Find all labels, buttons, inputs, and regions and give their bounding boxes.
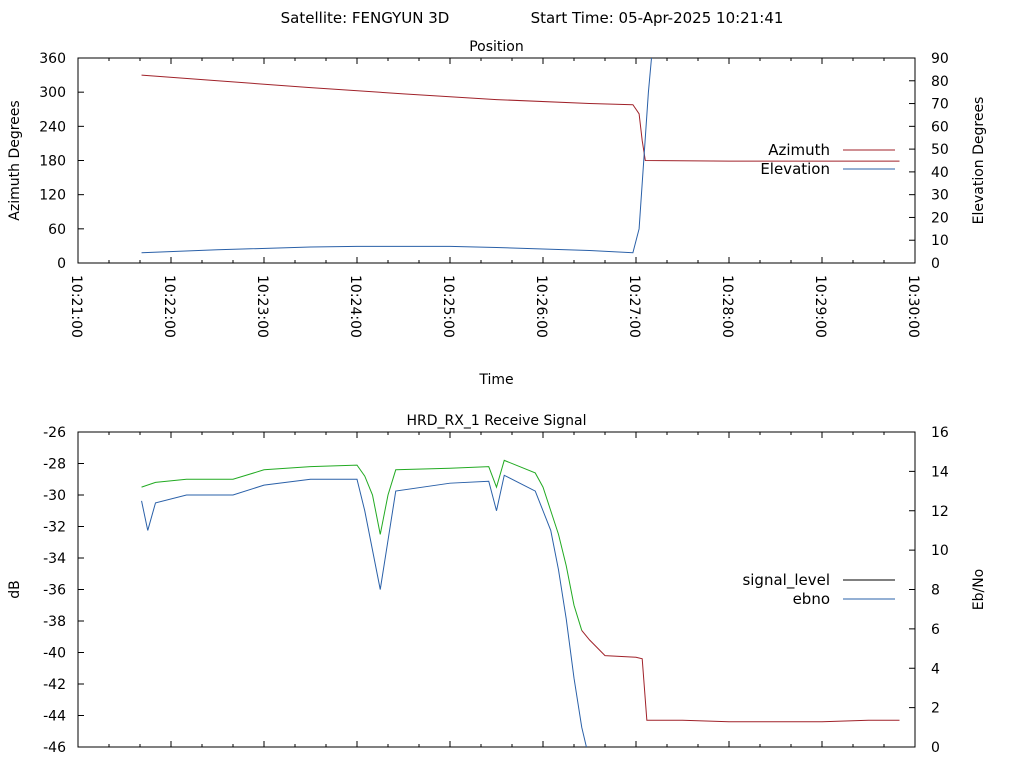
y2-axis-label: Eb/No (971, 569, 987, 611)
y-tick-label: 300 (39, 85, 66, 101)
y2-tick-label: 90 (931, 51, 949, 67)
x-tick-label: 10:25:00 (440, 275, 456, 338)
x-tick-label: 10:24:00 (347, 275, 363, 338)
y-tick-label: -40 (43, 646, 66, 662)
receive-signal-chart: HRD_RX_1 Receive Signal -46 -44 -42 -40 -38 -3… (7, 413, 987, 756)
y-tick-label: -42 (43, 677, 66, 693)
y-axis-label: Azimuth Degrees (7, 100, 23, 220)
y2-tick-label: 12 (931, 504, 949, 520)
y2-tick-label: 80 (931, 74, 949, 90)
y2-tick-label: 8 (931, 583, 940, 599)
start-time-label: Start Time: 05-Apr-2025 10:21:41 (531, 9, 784, 27)
y2-tick-label: 30 (931, 188, 949, 204)
y2-tick-label: 60 (931, 119, 949, 135)
series-line-signal_level (581, 630, 900, 723)
legend-label: Azimuth (768, 141, 830, 159)
y2-tick-label: 40 (931, 165, 949, 181)
y-tick-label: 180 (39, 154, 66, 170)
y2-tick-label: 70 (931, 97, 949, 113)
y2-tick-label: 10 (931, 543, 949, 559)
y-tick-label: 120 (39, 188, 66, 204)
x-tick-label: 10:22:00 (161, 275, 177, 338)
position-chart: Position 0 60 120 180 240 300 360 0 10 20 30 40 50 60 7… (7, 39, 987, 388)
y2-tick-label: 0 (931, 256, 940, 272)
series-line-Elevation (141, 58, 652, 254)
y-tick-label: 240 (39, 119, 66, 135)
y2-tick-label: 10 (931, 233, 949, 249)
series-line-ebno (141, 474, 587, 747)
y-tick-label: -34 (43, 551, 66, 567)
series-line-signal_level-strong (141, 459, 583, 631)
y2-tick-label: 6 (931, 622, 940, 638)
x-tick-label: 10:29:00 (812, 275, 828, 338)
legend-label: ebno (793, 590, 830, 608)
legend-label: signal_level (742, 571, 830, 590)
y-axis-label: dB (7, 580, 23, 599)
chart-title: Position (469, 39, 524, 55)
y-tick-label: -38 (43, 614, 66, 630)
series-line-Azimuth (141, 74, 900, 162)
y-tick-label: -30 (43, 488, 66, 504)
x-tick-label: 10:28:00 (719, 275, 735, 338)
y-tick-label: 60 (48, 222, 66, 238)
satellite-label: Satellite: FENGYUN 3D (281, 9, 450, 27)
y2-tick-label: 50 (931, 142, 949, 158)
y2-tick-label: 4 (931, 661, 940, 677)
y-tick-label: -26 (43, 425, 66, 441)
y-tick-label: -28 (43, 457, 66, 473)
y-tick-label: 0 (57, 256, 66, 272)
y2-tick-label: 14 (931, 464, 949, 480)
x-tick-label: 10:26:00 (533, 275, 549, 338)
y-tick-label: -36 (43, 583, 66, 599)
y2-tick-label: 2 (931, 701, 940, 717)
x-tick-label: 10:27:00 (626, 275, 642, 338)
y-tick-label: -46 (43, 740, 66, 756)
y2-tick-label: 0 (931, 740, 940, 756)
y2-tick-label: 16 (931, 425, 949, 441)
x-tick-label: 10:23:00 (254, 275, 270, 338)
x-axis-label: Time (478, 372, 513, 388)
legend-label: Elevation (760, 160, 830, 178)
x-tick-label: 10:21:00 (68, 275, 84, 338)
y-tick-label: -44 (43, 709, 66, 725)
y2-tick-label: 20 (931, 210, 949, 226)
y-tick-label: 360 (39, 51, 66, 67)
chart-title: HRD_RX_1 Receive Signal (407, 413, 587, 429)
y2-axis-label: Elevation Degrees (971, 97, 987, 225)
y-tick-label: -32 (43, 520, 66, 536)
x-tick-label: 10:30:00 (905, 275, 921, 338)
